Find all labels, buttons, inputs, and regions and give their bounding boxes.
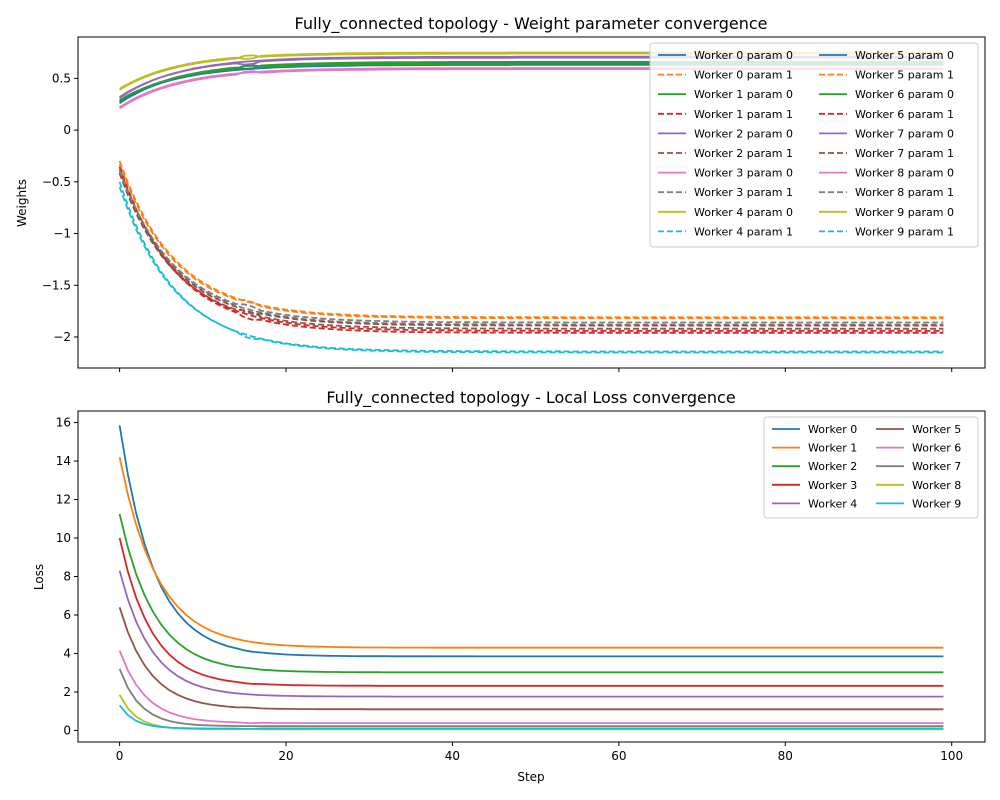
weights-series-line (118, 181, 944, 354)
weights-legend-label: Worker 7 param 1 (855, 147, 954, 160)
loss-series-line (118, 694, 944, 731)
weights-y-tick-label: 0.5 (52, 71, 71, 85)
loss-y-tick-label: 2 (63, 685, 71, 699)
weights-y-tick-label: −0.5 (42, 175, 71, 189)
weights-legend-label: Worker 7 param 0 (855, 127, 954, 140)
loss-axis-ticks: 0 20 40 60 80 100 0 2 4 6 8 10 12 14 16 (56, 416, 963, 763)
weights-legend-label: Worker 5 param 1 (855, 69, 954, 82)
loss-legend-label: Worker 3 (808, 479, 857, 492)
loss-legend-label: Worker 7 (912, 460, 961, 473)
loss-y-tick-label: 10 (56, 531, 71, 545)
weights-legend-label: Worker 6 param 1 (855, 108, 954, 121)
weights-legend-label: Worker 5 param 0 (855, 49, 954, 62)
weights-legend-label: Worker 8 param 1 (855, 186, 954, 199)
loss-series-line (118, 668, 944, 728)
weights-legend: Worker 0 param 0 Worker 0 param 1 Worker 1… (649, 42, 979, 248)
weights-plot-frame (77, 36, 986, 369)
weights-legend-label: Worker 9 param 0 (855, 206, 954, 219)
weights-series-line (118, 186, 944, 353)
weights-chart-title: Fully_connected topology - Weight parame… (294, 14, 767, 34)
weights-chart: Fully_connected topology - Weight parame… (15, 14, 986, 372)
loss-legend-label: Worker 6 (912, 442, 961, 455)
loss-chart: Fully_connected topology - Local Loss co… (32, 388, 986, 784)
loss-legend-label: Worker 4 (808, 497, 857, 510)
loss-y-tick-label: 16 (56, 416, 71, 430)
loss-legend-label: Worker 2 (808, 460, 857, 473)
loss-series-line (118, 650, 944, 725)
weights-y-tick-label: −1 (53, 227, 71, 241)
weights-legend-label: Worker 6 param 0 (855, 88, 954, 101)
loss-series-line (118, 513, 944, 674)
loss-x-tick-label: 80 (778, 749, 793, 763)
weights-series-line (118, 172, 944, 327)
weights-axis-ticks: −2 −1.5 −1 −0.5 0 0.5 (42, 71, 953, 372)
weights-series-line (118, 169, 944, 326)
weights-legend-label: Worker 0 param 0 (694, 49, 793, 62)
weights-series-line (118, 170, 944, 324)
loss-legend: Worker 0 Worker 1 Worker 2 Worker 3 Worker 4… (763, 416, 979, 519)
weights-y-axis-label: Weights (15, 179, 29, 227)
weights-legend-label: Worker 4 param 0 (694, 206, 793, 219)
loss-series-lines (118, 425, 944, 731)
loss-legend-label: Worker 0 (808, 423, 857, 436)
loss-y-tick-label: 6 (63, 608, 71, 622)
loss-y-tick-label: 4 (63, 646, 71, 660)
loss-series-line (118, 704, 944, 730)
loss-x-tick-label: 40 (445, 749, 460, 763)
weights-legend-box (649, 42, 979, 248)
weights-y-tick-label: 0 (63, 123, 71, 137)
loss-series-line (118, 537, 944, 687)
weights-legend-label: Worker 4 param 1 (694, 225, 793, 238)
loss-legend-label: Worker 5 (912, 423, 961, 436)
loss-legend-label: Worker 9 (912, 497, 961, 510)
weights-series-line (118, 163, 944, 320)
weights-legend-label: Worker 9 param 1 (855, 225, 954, 238)
loss-y-tick-label: 14 (56, 454, 71, 468)
loss-x-tick-label: 100 (940, 749, 963, 763)
weights-y-tick-label: −2 (53, 330, 71, 344)
loss-x-tick-label: 20 (278, 749, 293, 763)
weights-legend-label: Worker 1 param 1 (694, 108, 793, 121)
loss-legend-box (763, 416, 979, 519)
loss-y-tick-label: 12 (56, 493, 71, 507)
weights-legend-label: Worker 2 param 0 (694, 127, 793, 140)
loss-series-line (118, 425, 944, 658)
weights-series-line (118, 160, 944, 319)
loss-x-tick-label: 60 (611, 749, 626, 763)
loss-series-line (118, 457, 944, 649)
weights-legend-label: Worker 3 param 0 (694, 167, 793, 180)
loss-chart-title: Fully_connected topology - Local Loss co… (326, 388, 735, 408)
loss-series-line (118, 607, 944, 711)
loss-legend-label: Worker 8 (912, 479, 961, 492)
loss-series-line (118, 570, 944, 698)
loss-y-axis-label: Loss (32, 564, 46, 590)
weights-legend-label: Worker 0 param 1 (694, 69, 793, 82)
loss-plot-frame (77, 410, 986, 743)
loss-x-tick-label: 0 (116, 749, 124, 763)
weights-legend-label: Worker 3 param 1 (694, 186, 793, 199)
loss-y-tick-label: 0 (63, 723, 71, 737)
weights-y-tick-label: −1.5 (42, 278, 71, 292)
weights-series-line (118, 166, 944, 332)
loss-y-tick-label: 8 (63, 570, 71, 584)
loss-legend-label: Worker 1 (808, 442, 857, 455)
weights-legend-label: Worker 1 param 0 (694, 88, 793, 101)
weights-legend-label: Worker 8 param 0 (855, 167, 954, 180)
weights-series-line (118, 165, 944, 334)
weights-legend-label: Worker 2 param 1 (694, 147, 793, 160)
loss-x-axis-label: Step (517, 770, 544, 784)
